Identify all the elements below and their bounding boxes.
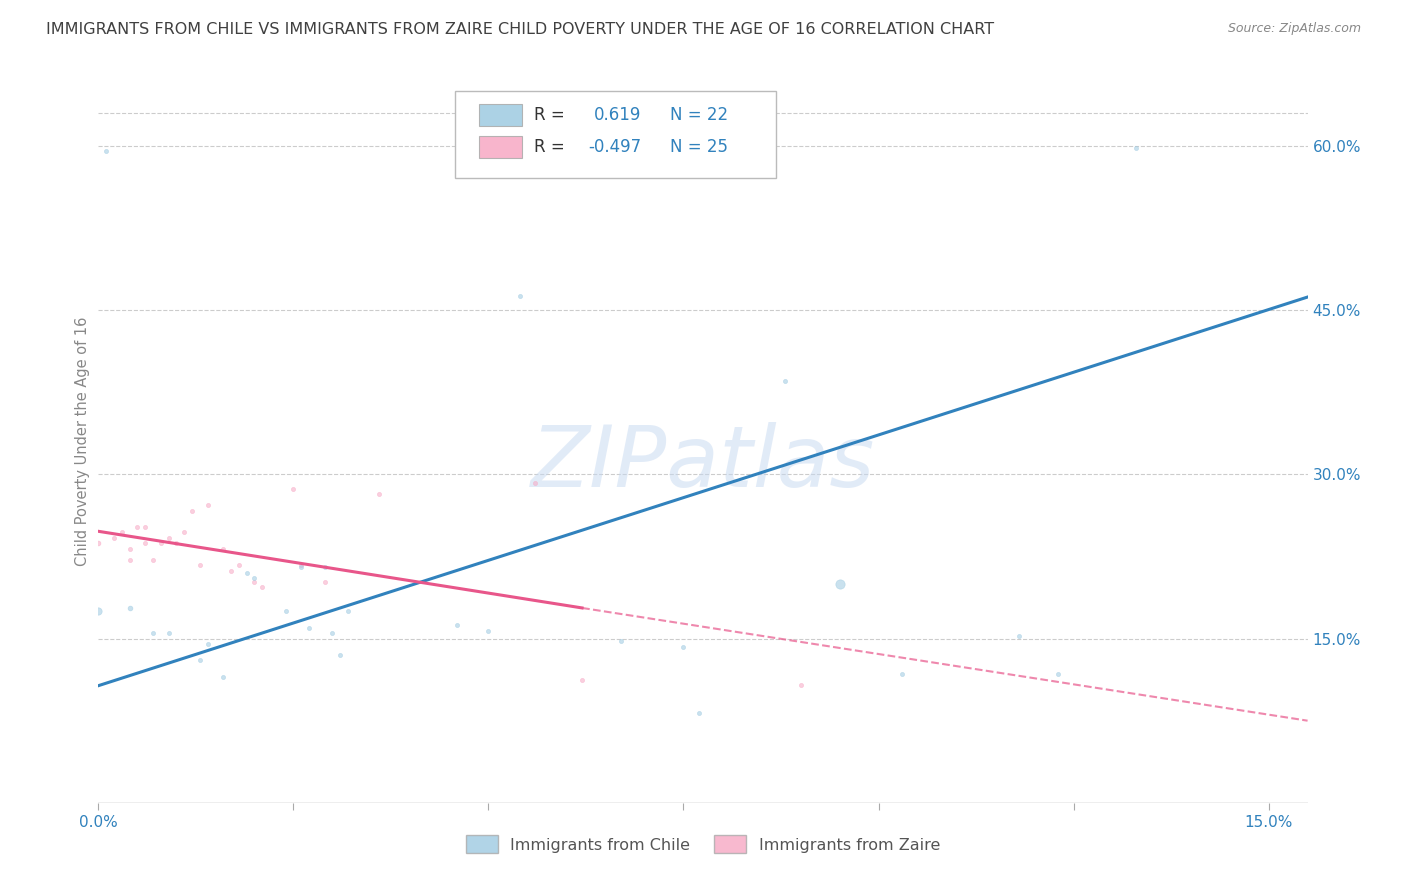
Point <box>252 580 274 594</box>
Point <box>111 525 134 540</box>
Point <box>337 604 360 618</box>
Point <box>197 498 219 512</box>
Point <box>212 541 235 556</box>
Text: 0.619: 0.619 <box>595 105 641 124</box>
Point <box>672 640 695 655</box>
Point <box>87 604 110 618</box>
Point <box>235 566 257 580</box>
FancyBboxPatch shape <box>479 136 522 158</box>
FancyBboxPatch shape <box>456 91 776 178</box>
Point <box>314 574 336 589</box>
Point <box>96 145 118 159</box>
Point <box>321 626 343 640</box>
Point <box>368 487 391 501</box>
Point <box>157 531 180 545</box>
FancyBboxPatch shape <box>479 104 522 126</box>
Text: -0.497: -0.497 <box>588 138 641 156</box>
Point <box>127 520 149 534</box>
Point <box>181 503 204 517</box>
Text: IMMIGRANTS FROM CHILE VS IMMIGRANTS FROM ZAIRE CHILD POVERTY UNDER THE AGE OF 16: IMMIGRANTS FROM CHILE VS IMMIGRANTS FROM… <box>46 22 994 37</box>
Point <box>828 577 851 591</box>
Point <box>298 621 321 635</box>
Point <box>789 677 811 691</box>
Text: N = 25: N = 25 <box>671 138 728 156</box>
Point <box>134 536 156 550</box>
Point <box>134 520 156 534</box>
Point <box>219 564 242 578</box>
Point <box>290 560 312 574</box>
Legend: Immigrants from Chile, Immigrants from Zaire: Immigrants from Chile, Immigrants from Z… <box>460 829 946 860</box>
Text: R =: R = <box>534 105 575 124</box>
Text: R =: R = <box>534 138 569 156</box>
Point <box>1125 141 1147 155</box>
Point <box>773 374 796 388</box>
Point <box>118 601 141 615</box>
Point <box>87 536 110 550</box>
Point <box>524 476 547 491</box>
Point <box>314 560 336 574</box>
Point <box>283 482 305 496</box>
Point <box>173 525 195 540</box>
Point <box>509 289 531 303</box>
Point <box>243 574 266 589</box>
Point <box>1046 666 1069 681</box>
Point <box>142 553 165 567</box>
Point <box>290 558 312 573</box>
Point <box>188 558 211 573</box>
Point <box>165 536 187 550</box>
Point <box>274 604 297 618</box>
Point <box>103 531 125 545</box>
Point <box>890 666 912 681</box>
Point <box>197 637 219 651</box>
Point <box>149 536 172 550</box>
Point <box>228 558 250 573</box>
Point <box>477 624 499 638</box>
Point <box>157 626 180 640</box>
Point <box>118 553 141 567</box>
Point <box>571 673 593 688</box>
Y-axis label: Child Poverty Under the Age of 16: Child Poverty Under the Age of 16 <box>75 317 90 566</box>
Point <box>188 653 211 667</box>
Text: ZIPatlas: ZIPatlas <box>531 422 875 505</box>
Point <box>118 541 141 556</box>
Point <box>688 706 710 720</box>
Point <box>243 571 266 585</box>
Point <box>142 626 165 640</box>
Point <box>446 618 468 632</box>
Point <box>329 648 352 662</box>
Text: N = 22: N = 22 <box>671 105 728 124</box>
Text: Source: ZipAtlas.com: Source: ZipAtlas.com <box>1227 22 1361 36</box>
Point <box>610 633 633 648</box>
Point <box>1008 629 1031 643</box>
Point <box>212 670 235 684</box>
